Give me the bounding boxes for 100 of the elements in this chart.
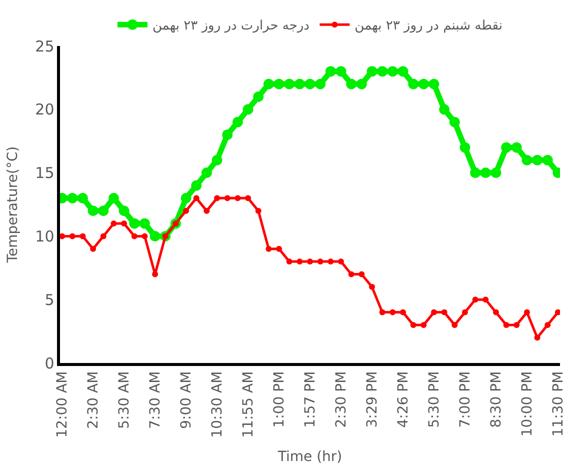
point — [224, 195, 230, 202]
point — [532, 154, 543, 166]
point — [377, 66, 388, 77]
point — [462, 309, 468, 316]
point — [338, 258, 344, 265]
x-tick-label: 2:30 AM — [86, 371, 102, 429]
point — [524, 309, 530, 316]
point — [191, 180, 202, 191]
point — [452, 322, 458, 328]
point — [503, 322, 510, 328]
point — [366, 66, 378, 77]
point — [480, 168, 491, 178]
point — [390, 309, 396, 316]
point — [118, 206, 130, 216]
point — [180, 192, 192, 204]
point — [139, 218, 150, 229]
point — [410, 322, 416, 328]
x-tick-label: 8:30 PM — [488, 371, 504, 428]
point — [336, 66, 346, 77]
point — [183, 208, 190, 214]
point — [304, 78, 316, 90]
point — [420, 322, 427, 328]
point — [100, 233, 106, 240]
point — [193, 195, 200, 202]
y-tick-label: 0 — [44, 354, 54, 372]
point — [222, 130, 233, 140]
x-tick-label: 10:00 PM — [519, 371, 536, 437]
point — [511, 142, 522, 153]
x-tick-label: 7:30 AM — [148, 371, 164, 429]
y-axis-title: Temperature(°C) — [4, 146, 21, 264]
point — [492, 309, 499, 316]
point — [534, 334, 540, 341]
point — [472, 296, 478, 303]
legend-label: نقطه شبنم در روز ۲۳ بهمن — [354, 18, 502, 34]
point — [460, 142, 470, 153]
y-tick-label: 25 — [35, 37, 54, 56]
point — [266, 246, 272, 252]
point — [212, 154, 222, 166]
point — [368, 284, 375, 290]
point — [214, 195, 220, 202]
x-tick-label: 9:00 AM — [178, 371, 195, 429]
point — [449, 116, 460, 128]
point — [408, 78, 419, 90]
point — [121, 220, 128, 227]
point — [201, 168, 212, 178]
x-tick-label: 5:30 AM — [116, 371, 133, 429]
point — [263, 78, 274, 90]
y-tick-label: 20 — [35, 100, 54, 119]
point — [398, 66, 408, 77]
point — [428, 78, 440, 90]
x-tick-label: 11:55 AM — [240, 371, 257, 438]
x-tick-label: 1:57 PM — [302, 371, 319, 428]
point — [501, 142, 512, 153]
point — [294, 78, 305, 90]
point — [470, 168, 481, 178]
point — [328, 258, 334, 265]
point — [346, 78, 357, 90]
point — [131, 233, 138, 240]
point — [490, 168, 502, 178]
point — [98, 206, 109, 216]
point — [108, 192, 119, 204]
point — [544, 322, 551, 328]
x-tick-label: 2:30 PM — [334, 371, 350, 428]
point — [80, 233, 86, 240]
point — [284, 78, 295, 90]
point — [522, 154, 532, 166]
point — [296, 258, 303, 265]
point — [60, 233, 66, 240]
point — [77, 192, 88, 204]
point — [232, 116, 243, 128]
point — [358, 271, 365, 278]
x-tick-label: 4:26 PM — [396, 371, 412, 428]
x-axis-title: Time (hr) — [276, 449, 342, 466]
point — [69, 233, 76, 240]
point — [245, 195, 252, 202]
x-tick-label: 1:00 PM — [272, 371, 288, 428]
point — [110, 220, 117, 227]
point — [274, 78, 284, 90]
point — [129, 218, 140, 229]
point — [253, 91, 264, 102]
point — [88, 206, 98, 216]
point — [67, 192, 78, 204]
point — [286, 258, 292, 265]
point — [482, 296, 489, 303]
point — [542, 154, 553, 166]
x-tick-label: 3:29 PM — [364, 371, 381, 428]
point — [554, 309, 560, 316]
point — [514, 322, 520, 328]
x-tick-label: 11:30 PM — [550, 371, 566, 437]
y-tick-label: 10 — [35, 227, 54, 246]
legend-label: درجه حرارت در روز ۲۳ بهمن — [152, 18, 310, 34]
point — [150, 230, 160, 242]
point — [317, 258, 324, 265]
point — [234, 195, 241, 202]
point — [430, 309, 437, 316]
point — [204, 208, 210, 214]
x-tick-label: 12:00 AM — [54, 371, 71, 438]
y-tick-label: 15 — [35, 164, 54, 182]
x-tick-label: 7:00 PM — [458, 371, 474, 428]
point — [441, 309, 448, 316]
